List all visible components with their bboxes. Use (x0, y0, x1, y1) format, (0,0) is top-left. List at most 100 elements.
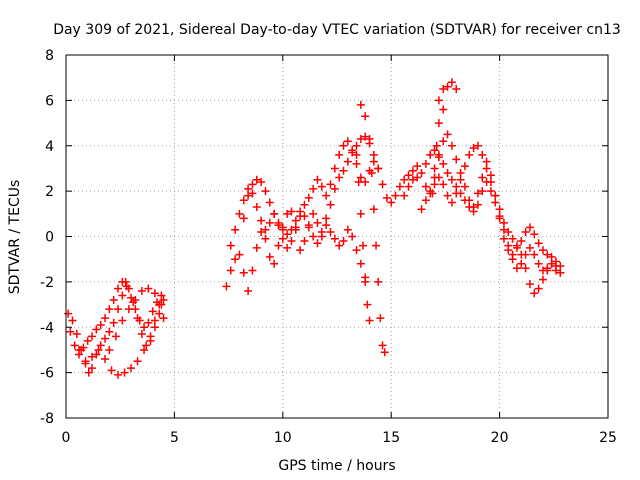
data-point (270, 209, 279, 218)
data-point (248, 180, 257, 189)
data-point (330, 164, 339, 173)
data-point (309, 209, 318, 218)
data-point (512, 241, 521, 250)
data-point (495, 212, 504, 221)
data-point (257, 178, 266, 187)
data-point (374, 164, 383, 173)
data-point (348, 232, 357, 241)
data-point (92, 350, 101, 359)
data-point (64, 309, 73, 318)
data-point (330, 184, 339, 193)
data-point (361, 132, 370, 141)
data-point (504, 241, 513, 250)
data-point (239, 268, 248, 277)
data-point (517, 259, 526, 268)
data-point (124, 305, 133, 314)
data-point (478, 187, 487, 196)
data-point (283, 209, 292, 218)
data-point (369, 157, 378, 166)
data-point (114, 284, 123, 293)
data-point (434, 96, 443, 105)
data-point (439, 85, 448, 94)
data-point (105, 327, 114, 336)
data-point (118, 277, 127, 286)
data-point (408, 166, 417, 175)
data-point (144, 318, 153, 327)
data-point (460, 182, 469, 191)
x-tick-label: 0 (62, 430, 71, 446)
data-point (317, 232, 326, 241)
data-point (473, 200, 482, 209)
data-point (361, 112, 370, 121)
data-point (534, 239, 543, 248)
data-point (137, 330, 146, 339)
data-point (478, 173, 487, 182)
data-point (92, 325, 101, 334)
data-point (265, 198, 274, 207)
data-point (434, 173, 443, 182)
data-point (447, 141, 456, 150)
data-point (417, 205, 426, 214)
data-point (142, 341, 151, 350)
data-point (538, 246, 547, 255)
data-point (367, 168, 376, 177)
data-point (363, 300, 372, 309)
data-point (491, 198, 500, 207)
data-point (159, 314, 168, 323)
data-point (432, 141, 441, 150)
data-point (369, 205, 378, 214)
data-point (452, 155, 461, 164)
data-point (335, 173, 344, 182)
y-tick-label: -6 (40, 366, 54, 382)
data-point (70, 341, 79, 350)
data-point (226, 266, 235, 275)
data-point (83, 336, 92, 345)
data-point (296, 207, 305, 216)
data-point (391, 191, 400, 200)
data-point (356, 209, 365, 218)
data-point (434, 119, 443, 128)
data-point (491, 191, 500, 200)
data-point (300, 212, 309, 221)
data-point (96, 320, 105, 329)
data-point (400, 191, 409, 200)
data-point (235, 250, 244, 259)
data-point (404, 171, 413, 180)
data-point (109, 296, 118, 305)
data-point (521, 227, 530, 236)
data-point (447, 78, 456, 87)
data-point (452, 85, 461, 94)
data-point (261, 234, 270, 243)
data-point (270, 259, 279, 268)
data-point (150, 323, 159, 332)
data-point (326, 200, 335, 209)
data-point (150, 289, 159, 298)
data-point (265, 218, 274, 227)
data-point (413, 173, 422, 182)
data-point (452, 182, 461, 191)
data-point (287, 225, 296, 234)
data-point (274, 218, 283, 227)
chart-title: Day 309 of 2021, Sidereal Day-to-day VTE… (53, 22, 621, 38)
data-point (530, 289, 539, 298)
data-point (443, 168, 452, 177)
data-point (508, 255, 517, 264)
x-axis-label: GPS time / hours (278, 458, 395, 474)
data-point (547, 252, 556, 261)
data-point (101, 314, 110, 323)
data-point (460, 162, 469, 171)
data-point (530, 230, 539, 239)
data-point (525, 223, 534, 232)
data-point (72, 330, 81, 339)
data-point (105, 305, 114, 314)
data-point (478, 150, 487, 159)
data-point (252, 175, 261, 184)
data-point (88, 364, 97, 373)
data-point (222, 282, 231, 291)
data-point (88, 332, 97, 341)
data-point (159, 296, 168, 305)
data-point (339, 141, 348, 150)
data-point (127, 293, 136, 302)
data-point (551, 261, 560, 270)
data-point (395, 182, 404, 191)
